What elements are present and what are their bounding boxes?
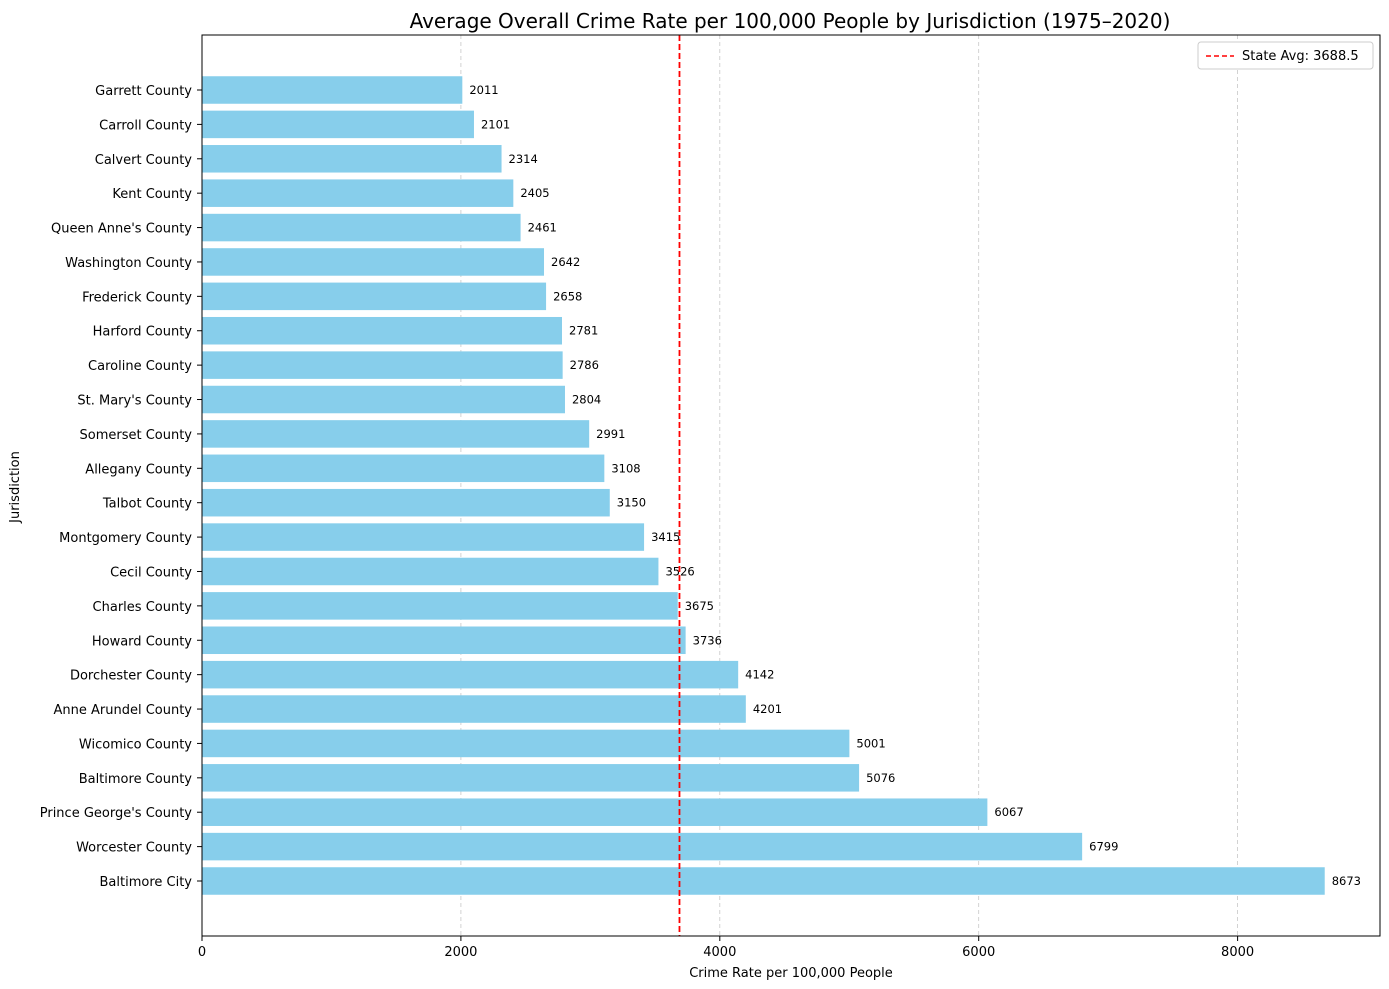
legend: State Avg: 3688.5 [1197,41,1374,70]
y-tick-label: Allegany County [85,462,192,477]
bar [202,695,746,723]
bar [202,282,547,311]
data-label: 2461 [528,221,557,235]
data-label: 2642 [551,255,580,269]
x-tick-label: 2000 [444,945,477,960]
data-label: 2405 [520,186,549,200]
y-tick-label: Prince George's County [40,806,193,821]
y-axis-label: Jurisdiction [8,451,23,524]
y-tick-label: Montgomery County [59,531,192,546]
y-tick-label: Anne Arundel County [53,703,192,718]
bar [202,248,545,276]
y-tick-label: Caroline County [88,359,192,374]
data-label: 8673 [1332,874,1361,888]
bars [202,76,1325,895]
y-tick-label: Dorchester County [70,669,192,684]
y-tick-label: Worcester County [76,841,192,856]
data-label: 2786 [570,358,599,372]
bar [202,626,686,655]
y-tick-label: Howard County [92,634,192,649]
y-tick-label: Calvert County [95,153,193,168]
bar [202,764,860,792]
bar [202,798,988,826]
bar [202,351,563,379]
y-tick-label: Wicomico County [79,737,192,752]
bar [202,592,678,620]
y-tick-label: Garrett County [95,84,192,99]
bar [202,488,610,517]
bar [202,316,563,345]
data-label: 3108 [611,461,640,475]
y-tick-label: Charles County [93,600,193,615]
plot-frame [201,34,1381,937]
data-label: 5076 [866,771,895,785]
y-tick-label: Baltimore City [100,875,193,890]
y-tick-label: Baltimore County [79,772,193,787]
bar [202,454,605,483]
data-label: 2314 [509,152,538,166]
y-tick-label: Carroll County [99,118,192,133]
bar [202,729,850,758]
data-label: 6067 [994,805,1023,819]
x-tick-label: 8000 [1221,945,1254,960]
data-label: 3675 [685,599,714,613]
bar [202,110,474,139]
y-tick-label: Cecil County [110,565,192,580]
x-tick-label: 4000 [703,945,736,960]
y-tick-label: St. Mary's County [77,394,192,409]
y-tick-label: Washington County [65,256,192,271]
data-label: 3736 [693,633,722,647]
data-label: 3415 [651,530,680,544]
data-label: 5001 [856,736,885,750]
bar [202,213,521,242]
x-axis-ticks: 0 2000 4000 6000 8000 [198,936,1254,960]
y-tick-label: Talbot County [102,497,192,512]
data-label: 3150 [617,496,646,510]
bar [202,145,502,173]
y-tick-label: Somerset County [79,428,192,443]
legend-box [1197,41,1374,70]
y-tick-label: Queen Anne's County [51,222,192,237]
x-tick-label: 0 [198,945,206,960]
data-label: 2011 [469,83,498,97]
bar [202,179,514,207]
bar [202,523,645,551]
bar [202,867,1325,895]
legend-label: State Avg: 3688.5 [1242,49,1359,64]
data-label: 2781 [569,324,598,338]
y-axis-ticks: Garrett County Carroll County Calvert Coun… [40,84,202,890]
data-label: 2101 [481,117,510,131]
chart-title: Average Overall Crime Rate per 100,000 P… [410,9,1171,33]
bar [202,832,1083,861]
data-label: 2804 [572,393,601,407]
data-label: 2991 [596,427,625,441]
x-axis-label: Crime Rate per 100,000 People [689,966,893,981]
bar [202,76,463,104]
data-label: 2658 [553,289,582,303]
bar [202,660,739,689]
y-tick-label: Harford County [93,325,193,340]
y-tick-label: Frederick County [82,290,192,305]
y-tick-label: Kent County [112,187,192,202]
data-labels: 2011 2101 2314 2405 2461 2642 2658 2781 2786 2804… [469,83,1361,888]
bar [202,420,590,448]
data-label: 4201 [753,702,782,716]
x-tick-label: 6000 [962,945,995,960]
data-label: 4142 [745,668,774,682]
bar [202,385,565,414]
data-label: 6799 [1089,840,1118,854]
bar [202,557,659,586]
